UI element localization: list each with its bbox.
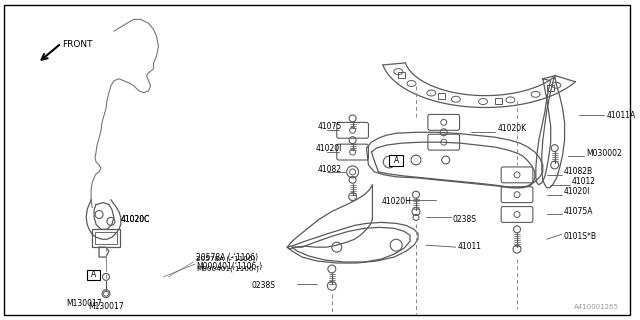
Text: 20578A (-‘1106): 20578A (-‘1106) [196,252,259,261]
Text: 0238S: 0238S [452,215,477,224]
Text: 41075: 41075 [317,122,342,131]
Bar [92,229,120,247]
Text: 20578A (-'1106): 20578A (-'1106) [196,256,255,262]
Text: M000401(‘1106-): M000401(‘1106-) [196,262,262,271]
Bar [95,232,117,244]
Text: M030002: M030002 [586,148,622,157]
Bar [87,270,100,280]
Text: M000401('1106-): M000401('1106-) [196,266,259,272]
Bar [547,85,554,91]
Text: 41020I: 41020I [316,144,342,153]
Bar [389,155,403,166]
Text: M130017: M130017 [67,299,102,308]
Text: 41020K: 41020K [497,124,526,133]
Text: 41011: 41011 [458,242,482,251]
Text: 41012: 41012 [572,177,595,186]
Text: 41082B: 41082B [564,167,593,176]
Text: 41020H: 41020H [381,197,411,206]
Text: 41011A: 41011A [606,111,636,120]
Text: 41020C: 41020C [121,215,150,224]
Text: 0101S*B: 0101S*B [564,232,596,241]
Bar [495,98,502,104]
Text: 41082: 41082 [317,165,342,174]
Text: A: A [394,156,399,165]
Text: A410001265: A410001265 [574,304,619,309]
Text: 41020I: 41020I [564,187,590,196]
Text: 0238S: 0238S [252,281,275,290]
Bar [438,93,445,99]
Bar [398,72,405,78]
Text: M130017: M130017 [88,302,124,311]
Text: A: A [91,270,96,279]
Text: 41020C: 41020C [121,215,150,224]
Text: FRONT: FRONT [63,40,93,49]
Text: 41075A: 41075A [564,207,593,216]
